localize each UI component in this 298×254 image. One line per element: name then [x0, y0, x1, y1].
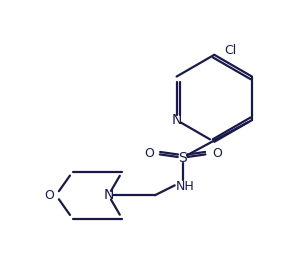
Text: O: O: [212, 147, 222, 160]
Text: N: N: [103, 188, 114, 202]
Text: O: O: [144, 147, 154, 160]
Text: S: S: [178, 151, 187, 165]
Text: O: O: [44, 189, 54, 202]
Text: Cl: Cl: [224, 44, 236, 57]
Text: NH: NH: [176, 180, 195, 193]
Text: N: N: [171, 113, 182, 127]
